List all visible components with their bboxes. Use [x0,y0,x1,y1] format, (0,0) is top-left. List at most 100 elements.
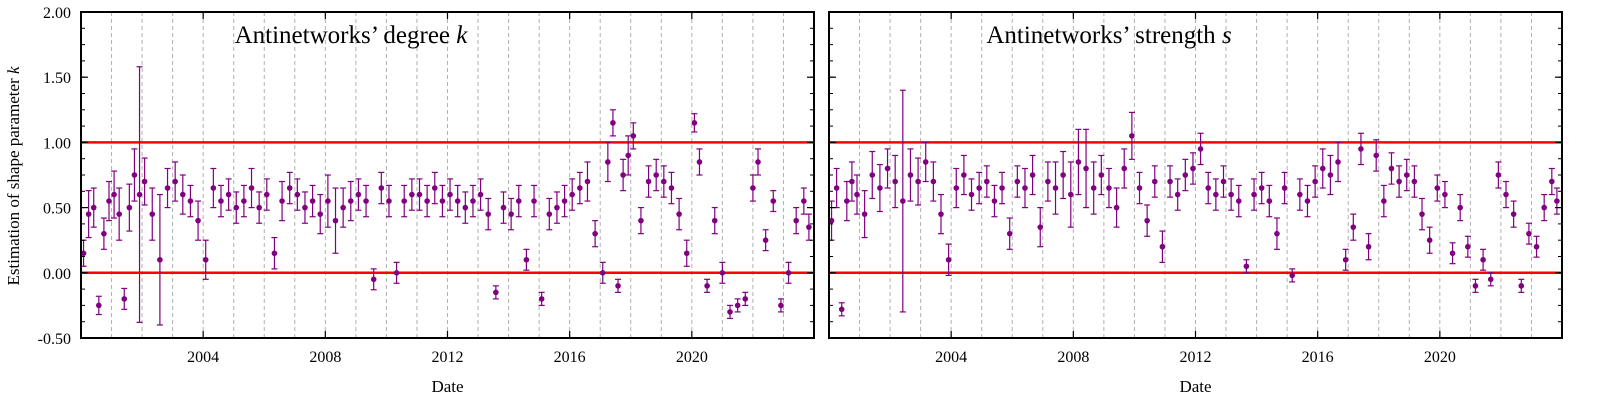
point-marker [1554,198,1560,204]
data-point [604,141,611,183]
data-point [1327,154,1334,196]
point-marker [325,198,331,204]
data-point [462,191,469,224]
x-axis-label: Date [431,377,463,396]
point-marker [309,198,316,204]
data-point [907,148,914,202]
data-point [1220,165,1227,198]
data-point [991,184,998,218]
data-point [749,174,756,202]
point-marker [615,283,621,289]
data-point [431,171,438,205]
point-marker [1503,191,1509,198]
data-point [711,207,718,235]
point-marker [386,198,392,204]
data-point [1380,184,1387,218]
data-point [625,135,632,176]
point-marker [1472,283,1479,289]
point-marker [1426,237,1433,243]
data-point [515,184,522,218]
point-marker [1289,272,1296,279]
point-marker [485,211,492,217]
point-marker [1403,172,1410,178]
data-point [876,163,883,213]
point-marker [844,198,850,204]
point-marker [1350,224,1357,230]
data-point [1373,139,1380,172]
data-point [1105,167,1112,209]
point-marker [1258,185,1265,191]
data-point [1235,184,1242,218]
y-tick-label: 1.50 [43,70,71,87]
x-tick-label: 2016 [554,349,586,366]
point-marker [363,198,369,204]
point-marker [523,256,530,263]
data-point [945,243,952,277]
point-marker [462,204,469,211]
data-point [1228,178,1235,211]
data-point [696,148,703,176]
point-marker [930,178,937,185]
point-marker [1067,191,1074,198]
data-point [1304,184,1311,218]
data-point [248,167,255,209]
data-point [1357,132,1364,166]
point-marker [1174,191,1181,198]
data-point [853,174,860,215]
data-point [401,184,408,218]
data-point [233,191,240,224]
point-marker [1297,191,1303,198]
point-marker [141,178,148,185]
point-marker [106,198,112,204]
data-point [309,184,316,218]
point-marker [1281,185,1288,191]
data-point [1021,167,1028,209]
data-series [80,66,812,326]
data-point [592,220,599,248]
data-point [294,178,301,211]
point-marker [347,198,354,204]
data-point [492,285,499,300]
data-point [1090,161,1097,215]
data-point [523,248,530,271]
data-point [1029,154,1036,196]
point-marker [431,185,438,191]
point-marker [638,217,644,224]
data-point [149,187,156,241]
data-point [1342,248,1349,271]
point-marker [1411,178,1418,185]
point-marker [645,178,652,185]
data-point [915,157,922,206]
point-marker [884,165,891,172]
panel-title: Antinetworks’ degree k [235,22,469,49]
data-point [240,184,247,218]
grid [111,12,784,338]
point-marker [1449,250,1456,257]
data-point [263,178,270,211]
data-point [1067,161,1074,228]
data-point [676,197,683,231]
data-point [1464,235,1471,258]
data-point [1411,165,1418,198]
data-point [136,66,143,323]
point-marker [1014,178,1021,185]
point-marker [915,178,921,185]
data-point [838,302,845,317]
data-point [225,178,232,211]
point-marker [477,191,484,198]
y-axis-label-symbol: k [4,66,23,74]
point-marker [785,270,792,276]
data-point [892,154,899,209]
data-point [1243,259,1250,274]
point-marker [1197,146,1204,152]
point-marker [991,198,998,204]
point-marker [1388,165,1395,172]
point-marker [1434,185,1441,191]
point-marker [719,270,726,276]
point-marker [1495,172,1502,178]
point-marker [1121,165,1128,172]
data-point [1251,178,1258,211]
point-marker [577,185,583,191]
data-point [131,148,138,202]
data-point [447,178,454,211]
